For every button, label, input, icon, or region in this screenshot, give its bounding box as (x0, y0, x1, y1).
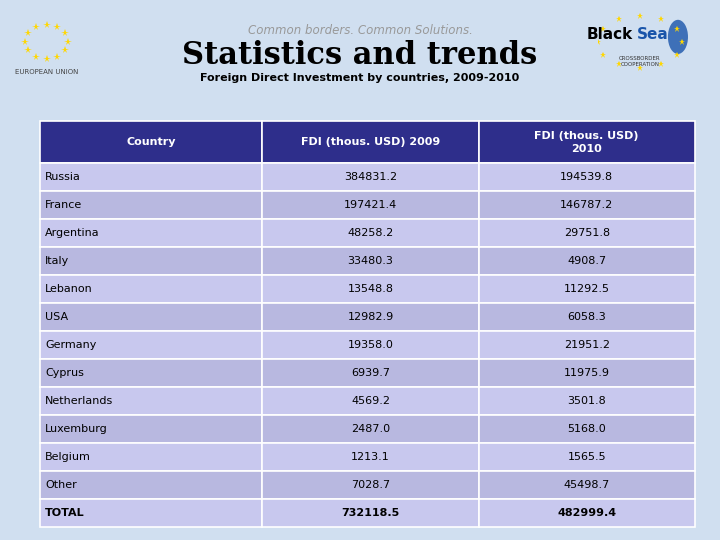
Text: EUROPEAN UNION: EUROPEAN UNION (15, 69, 78, 75)
Text: 4908.7: 4908.7 (567, 256, 606, 266)
Bar (262, 331, 479, 359)
Text: 3501.8: 3501.8 (567, 396, 606, 406)
Text: 482999.4: 482999.4 (557, 508, 616, 517)
Text: Luxemburg: Luxemburg (45, 424, 108, 434)
Bar (262, 191, 479, 219)
Bar (479, 164, 695, 191)
Bar (40, 303, 262, 331)
Text: Country: Country (126, 138, 176, 147)
Text: 13548.8: 13548.8 (348, 284, 393, 294)
Bar (479, 303, 695, 331)
Text: 732118.5: 732118.5 (341, 508, 400, 517)
Bar (262, 471, 479, 498)
Text: Russia: Russia (45, 172, 81, 183)
Text: 4569.2: 4569.2 (351, 396, 390, 406)
Text: Lebanon: Lebanon (45, 284, 93, 294)
Bar (262, 122, 479, 164)
Bar (262, 443, 479, 471)
Bar (479, 247, 695, 275)
Ellipse shape (668, 20, 688, 54)
Bar (262, 164, 479, 191)
Text: Belgium: Belgium (45, 451, 91, 462)
Bar (40, 471, 262, 498)
Text: 6939.7: 6939.7 (351, 368, 390, 378)
Text: Other: Other (45, 480, 77, 490)
Bar (479, 191, 695, 219)
Bar (40, 331, 262, 359)
Bar (40, 247, 262, 275)
Text: 2487.0: 2487.0 (351, 424, 390, 434)
Text: France: France (45, 200, 83, 210)
Text: Common borders. Common Solutions.: Common borders. Common Solutions. (248, 24, 472, 37)
Bar (479, 498, 695, 526)
Bar (479, 443, 695, 471)
Text: 29751.8: 29751.8 (564, 228, 610, 238)
Text: 5168.0: 5168.0 (567, 424, 606, 434)
Text: 11292.5: 11292.5 (564, 284, 610, 294)
Bar (40, 415, 262, 443)
Bar (40, 164, 262, 191)
Text: USA: USA (45, 312, 68, 322)
Text: Germany: Germany (45, 340, 96, 350)
Text: 45498.7: 45498.7 (564, 480, 610, 490)
Text: Black: Black (587, 27, 634, 42)
Bar (479, 331, 695, 359)
Bar (40, 122, 262, 164)
Bar (40, 359, 262, 387)
Text: 6058.3: 6058.3 (567, 312, 606, 322)
Text: 11975.9: 11975.9 (564, 368, 610, 378)
Bar (40, 191, 262, 219)
Text: Argentina: Argentina (45, 228, 100, 238)
Text: 146787.2: 146787.2 (560, 200, 613, 210)
Text: Cyprus: Cyprus (45, 368, 84, 378)
Bar (479, 219, 695, 247)
Text: 48258.2: 48258.2 (347, 228, 394, 238)
Bar (262, 275, 479, 303)
Bar (262, 219, 479, 247)
Text: Italy: Italy (45, 256, 70, 266)
Bar (262, 303, 479, 331)
Bar (262, 247, 479, 275)
Text: FDI (thous. USD) 2009: FDI (thous. USD) 2009 (301, 138, 440, 147)
Text: 12982.9: 12982.9 (347, 312, 394, 322)
Text: TOTAL: TOTAL (45, 508, 85, 517)
Bar (479, 359, 695, 387)
Text: 1213.1: 1213.1 (351, 451, 390, 462)
Text: Sea: Sea (636, 27, 668, 42)
Bar (262, 415, 479, 443)
Bar (479, 471, 695, 498)
Bar (479, 387, 695, 415)
Bar (479, 275, 695, 303)
Text: 19358.0: 19358.0 (348, 340, 393, 350)
Text: FDI (thous. USD)
2010: FDI (thous. USD) 2010 (534, 131, 639, 154)
Bar (479, 415, 695, 443)
Text: 197421.4: 197421.4 (344, 200, 397, 210)
Bar (262, 387, 479, 415)
Text: 1565.5: 1565.5 (567, 451, 606, 462)
Bar (40, 387, 262, 415)
Text: 7028.7: 7028.7 (351, 480, 390, 490)
Text: 21951.2: 21951.2 (564, 340, 610, 350)
Bar (40, 443, 262, 471)
Text: 33480.3: 33480.3 (348, 256, 393, 266)
Bar (479, 122, 695, 164)
Text: 384831.2: 384831.2 (344, 172, 397, 183)
Text: CROSSBORDER
COOPERATION: CROSSBORDER COOPERATION (619, 56, 661, 67)
Bar (40, 498, 262, 526)
Bar (40, 219, 262, 247)
Bar (262, 359, 479, 387)
Bar (262, 498, 479, 526)
Text: 194539.8: 194539.8 (560, 172, 613, 183)
Text: Foreign Direct Investment by countries, 2009-2010: Foreign Direct Investment by countries, … (200, 73, 520, 83)
Text: Statistics and trends: Statistics and trends (182, 40, 538, 71)
Text: Netherlands: Netherlands (45, 396, 114, 406)
Bar (40, 275, 262, 303)
